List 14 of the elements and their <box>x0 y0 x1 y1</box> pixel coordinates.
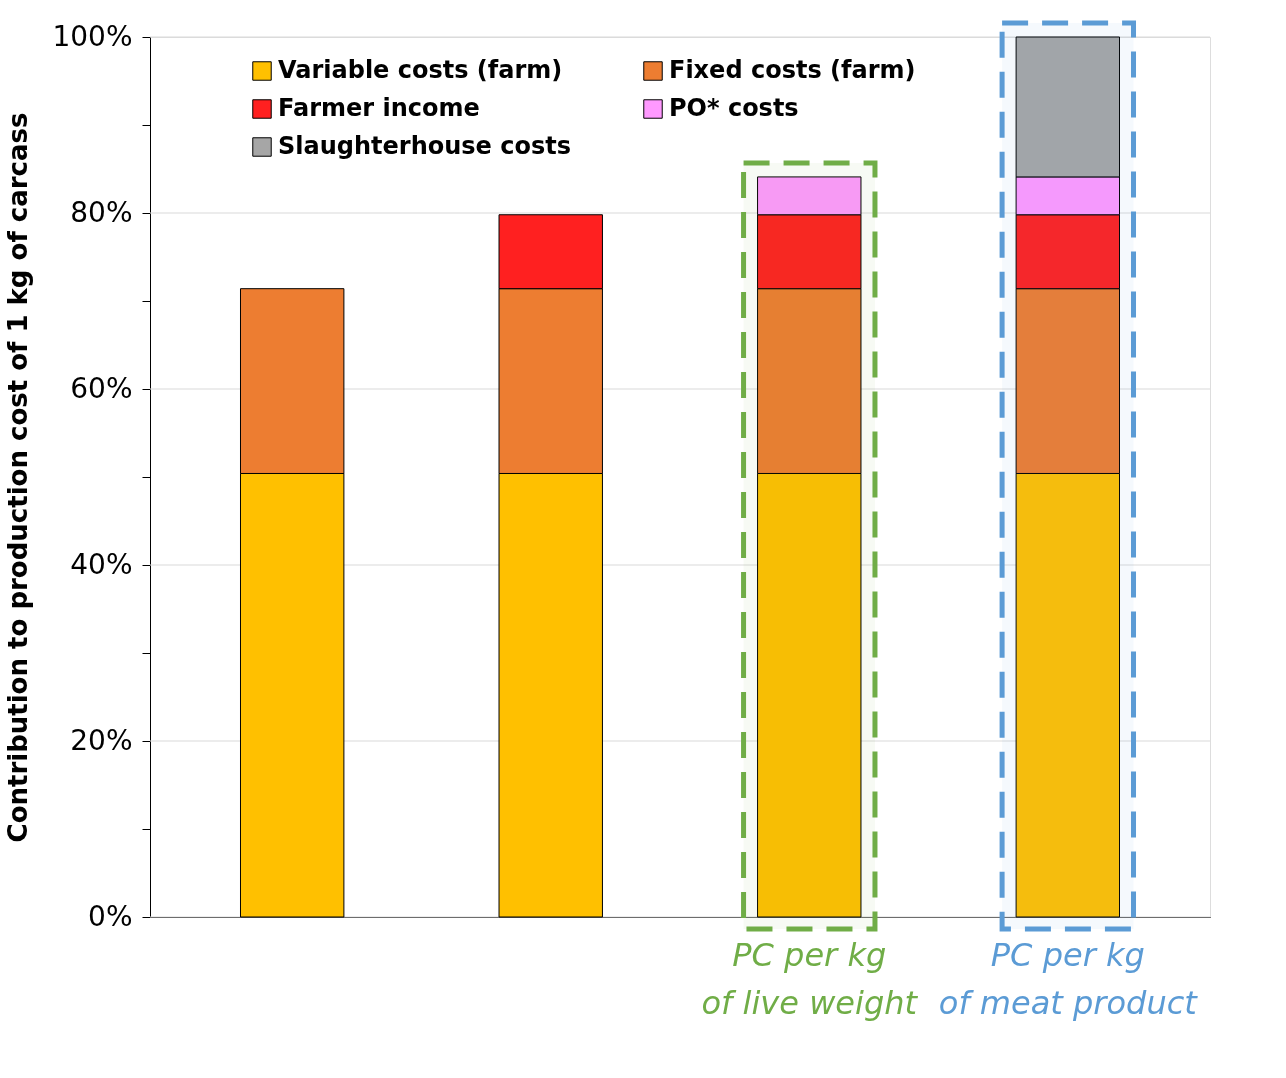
legend-label: Variable costs (farm) <box>278 56 563 84</box>
x-tick-label: PC per kg of live weight <box>701 936 919 1022</box>
legend-label: Farmer income <box>278 94 480 122</box>
y-axis-title: Contribution to production cost of 1 kg of carcass <box>3 112 34 843</box>
y-tick-label: 40% <box>70 547 133 581</box>
legend-label: PO* costs <box>669 94 799 122</box>
y-tick-label: 0% <box>88 899 133 933</box>
y-tick-label: 60% <box>70 371 133 405</box>
y-tick-label: 100% <box>52 19 133 53</box>
legend-label: Slaughterhouse costs <box>278 132 571 160</box>
y-tick-label: 20% <box>70 723 133 757</box>
x-tick-label: PC per kg of meat product <box>938 936 1199 1022</box>
y-tick-label: 80% <box>70 195 133 229</box>
legend-label: Fixed costs (farm) <box>669 56 916 84</box>
